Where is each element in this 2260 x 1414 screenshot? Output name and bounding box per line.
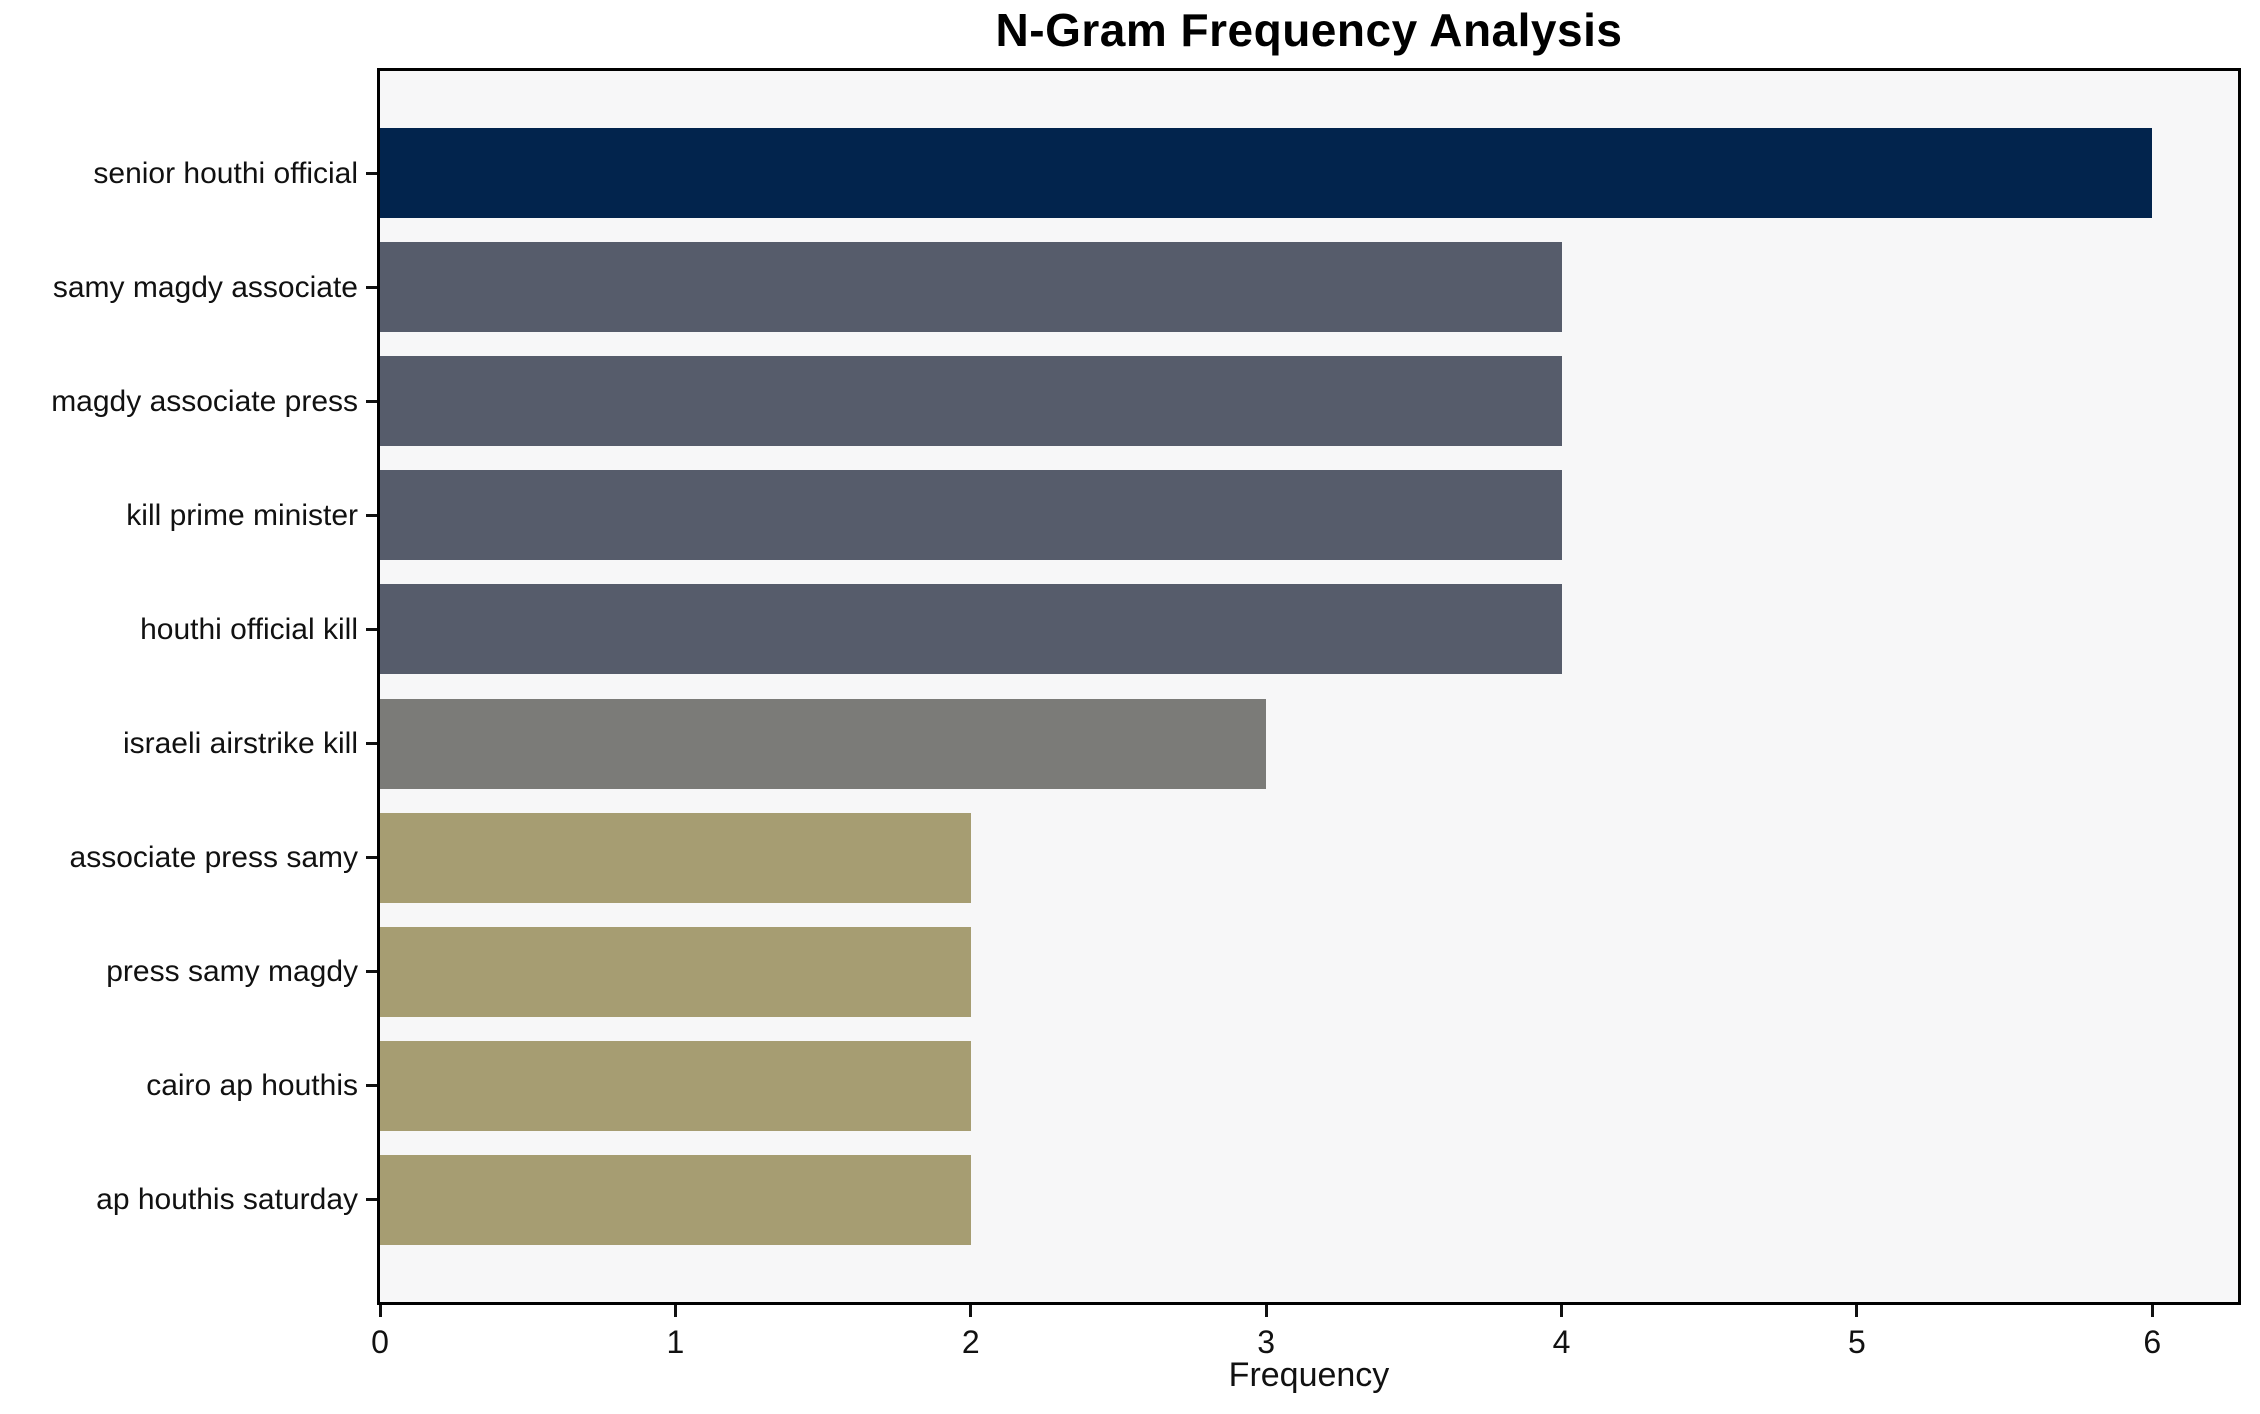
x-tick-label: 3 <box>1257 1324 1276 1360</box>
x-tick-mark <box>378 1305 382 1317</box>
bar-associate-press-samy <box>380 812 971 903</box>
bar-senior-houthi-official <box>380 128 2153 219</box>
x-tick-label: 2 <box>961 1324 980 1360</box>
y-tick-label: kill prime minister <box>126 498 358 532</box>
y-tick-label: ap houthis saturday <box>96 1183 358 1217</box>
bar-houthi-official-kill <box>380 584 1562 675</box>
x-tick-mark <box>1855 1305 1859 1317</box>
x-tick-label: 6 <box>2143 1324 2162 1360</box>
y-tick-mark <box>366 1084 377 1088</box>
x-tick-label: 5 <box>1848 1324 1866 1360</box>
y-tick-mark <box>366 742 377 746</box>
y-tick-label: israeli airstrike kill <box>122 727 358 761</box>
bar-cairo-ap-houthis <box>380 1040 971 1131</box>
bar-israeli-airstrike-kill <box>380 698 1267 789</box>
y-tick-label: senior houthi official <box>93 156 358 190</box>
x-tick-mark <box>1264 1305 1268 1317</box>
y-tick-label: houthi official kill <box>140 612 358 646</box>
x-tick-mark <box>673 1305 677 1317</box>
x-tick-mark <box>1560 1305 1564 1317</box>
x-axis-label: Frequency <box>1228 1356 1390 1394</box>
y-tick-label: press samy magdy <box>106 955 358 989</box>
y-tick-label: cairo ap houthis <box>146 1069 358 1103</box>
plot-area <box>377 68 2241 1305</box>
y-tick-mark <box>366 627 377 631</box>
chart-title: N-Gram Frequency Analysis <box>995 4 1623 56</box>
x-tick-mark <box>969 1305 973 1317</box>
y-tick-mark <box>366 513 377 517</box>
bar-press-samy-magdy <box>380 926 971 1017</box>
bar-magdy-associate-press <box>380 356 1562 447</box>
x-tick-mark <box>2150 1305 2154 1317</box>
y-tick-label: magdy associate press <box>51 384 358 418</box>
y-tick-mark <box>366 970 377 974</box>
bar-kill-prime-minister <box>380 470 1562 561</box>
y-tick-mark <box>366 1198 377 1202</box>
x-tick-label: 4 <box>1552 1324 1571 1360</box>
y-tick-mark <box>366 399 377 403</box>
y-tick-label: samy magdy associate <box>52 270 358 304</box>
bar-ap-houthis-saturday <box>380 1154 971 1245</box>
x-tick-label: 1 <box>666 1324 685 1360</box>
y-tick-mark <box>366 171 377 175</box>
x-tick-label: 0 <box>371 1324 389 1360</box>
bar-samy-magdy-associate <box>380 242 1562 333</box>
y-tick-mark <box>366 285 377 289</box>
y-tick-label: associate press samy <box>69 841 358 875</box>
y-tick-mark <box>366 856 377 860</box>
